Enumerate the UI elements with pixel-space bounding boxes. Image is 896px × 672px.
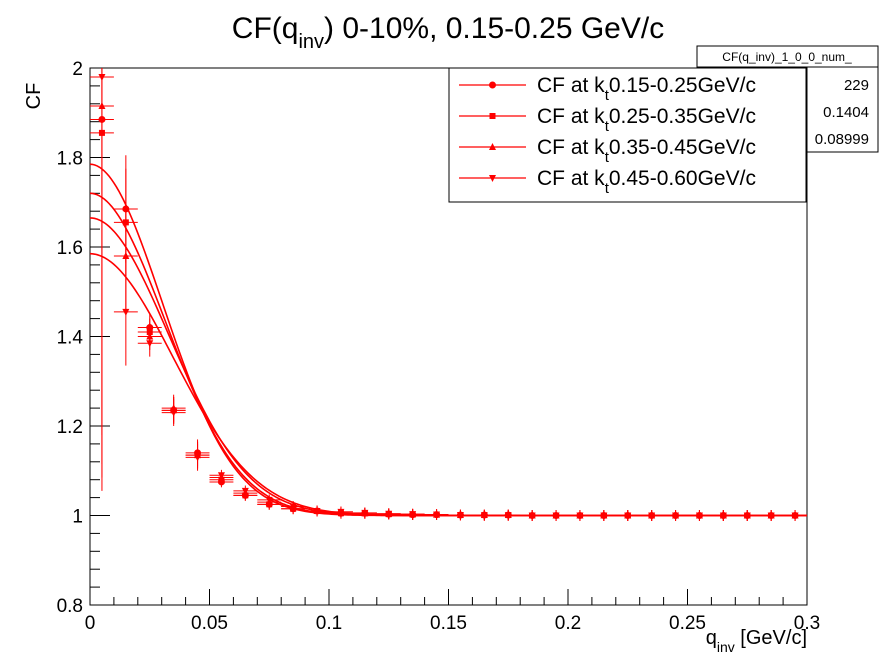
- data-point: [361, 509, 369, 517]
- data-point: [98, 73, 106, 81]
- data-point: [122, 308, 130, 316]
- y-axis: 0.8 1 1.2 1.4 1.6 1.8 2: [57, 59, 110, 617]
- chart-title-sub: inv: [298, 31, 324, 53]
- legend-label-sub: t: [605, 87, 610, 104]
- x-tick-label: 0.3: [794, 613, 820, 634]
- data-point: [576, 512, 584, 520]
- data-point: [719, 512, 727, 520]
- x-axis-title-main: q: [706, 627, 717, 649]
- stats-box-title: CF(q_inv)_1_0_0_num_: [722, 50, 852, 64]
- y-tick-label: 2: [72, 59, 83, 80]
- legend-entry-2: CF at kt0.25-0.35GeV/c: [459, 105, 756, 135]
- legend-label-range: 0.15-0.25GeV/c: [609, 74, 756, 97]
- x-tick-label: 0.25: [669, 613, 706, 634]
- data-point: [385, 510, 393, 518]
- x-axis: 0 0.05 0.1 0.15 0.2 0.25 0.3: [85, 589, 820, 634]
- data-point: [122, 251, 130, 259]
- data-point: [217, 472, 225, 480]
- x-axis-title-sub: inv: [717, 639, 735, 655]
- y-tick-label: 0.8: [57, 596, 83, 617]
- x-tick-label: 0.1: [316, 613, 342, 634]
- data-point: [313, 508, 321, 516]
- data-point: [552, 512, 560, 520]
- legend-marker: [489, 113, 496, 119]
- x-tick-label: 0: [85, 613, 96, 634]
- data-point: [289, 503, 297, 511]
- fit-curve-3: [89, 217, 807, 517]
- data-point: [600, 512, 608, 520]
- data-point: [504, 512, 512, 520]
- data-point: [337, 508, 345, 516]
- x-axis-title: qinv [GeV/c]: [706, 627, 807, 655]
- y-axis-title: CF: [23, 83, 45, 110]
- data-point: [624, 512, 632, 520]
- y-tick-label: 1.2: [57, 417, 83, 438]
- legend-frame: [448, 67, 807, 203]
- chart-title-rest: ) 0-10%, 0.15-0.25 GeV/c: [324, 12, 664, 45]
- legend-label-range: 0.25-0.35GeV/c: [609, 105, 756, 128]
- data-point: [480, 512, 488, 520]
- data-point: [409, 511, 417, 519]
- data-point: [767, 512, 775, 520]
- legend-label: CF at kt0.15-0.25GeV/c: [537, 74, 756, 104]
- chart-title-main: CF(q: [232, 12, 299, 45]
- y-tick-label: 1.6: [57, 238, 83, 259]
- data-point: [648, 512, 656, 520]
- legend-marker: [489, 175, 496, 182]
- data-point: [456, 512, 464, 520]
- legend-label-sub: t: [605, 149, 610, 166]
- y-tick-label: 1.4: [57, 328, 84, 349]
- fit-curve-4: [89, 252, 807, 517]
- x-axis-title-rest: [GeV/c]: [735, 627, 807, 649]
- y-tick-label: 1: [72, 507, 83, 528]
- legend-label: CF at kt0.45-0.60GeV/c: [537, 167, 756, 197]
- legend-label-main: CF at k: [537, 74, 605, 97]
- x-tick-label: 0.05: [191, 613, 228, 634]
- data-point: [241, 487, 249, 495]
- data-point: [194, 454, 202, 462]
- legend-label-sub: t: [605, 118, 610, 135]
- legend-entry-3: CF at kt0.35-0.45GeV/c: [459, 136, 756, 166]
- stats-entries-value: 229: [844, 77, 869, 94]
- legend-entry-1: CF at kt0.15-0.25GeV/c: [459, 74, 756, 104]
- data-point: [528, 512, 536, 520]
- data-point: [695, 512, 703, 520]
- data-point: [146, 340, 154, 348]
- series-4: [90, 68, 807, 521]
- legend-marker: [489, 143, 496, 150]
- x-tick-label: 0.15: [430, 613, 467, 634]
- legend-marker: [489, 81, 496, 89]
- chart-title: CF(qinv) 0-10%, 0.15-0.25 GeV/c: [232, 12, 664, 53]
- stats-mean-value: 0.1404: [823, 104, 869, 121]
- legend-label-main: CF at k: [537, 136, 605, 159]
- legend: CF at kt0.15-0.25GeV/cCF at kt0.25-0.35G…: [448, 67, 807, 203]
- legend-label-main: CF at k: [537, 105, 605, 128]
- legend-label: CF at kt0.35-0.45GeV/c: [537, 136, 756, 166]
- data-point: [170, 409, 178, 417]
- legend-label-sub: t: [605, 180, 610, 197]
- data-point: [743, 512, 751, 520]
- legend-label-main: CF at k: [537, 167, 605, 190]
- legend-label: CF at kt0.25-0.35GeV/c: [537, 105, 756, 135]
- data-point: [791, 512, 799, 520]
- data-point: [433, 511, 441, 519]
- stats-rms-value: 0.08999: [815, 131, 869, 148]
- data-point: [672, 512, 680, 520]
- y-tick-label: 1.8: [57, 149, 83, 170]
- legend-entry-4: CF at kt0.45-0.60GeV/c: [459, 167, 756, 197]
- data-points: [90, 68, 807, 521]
- legend-label-range: 0.45-0.60GeV/c: [609, 167, 756, 190]
- legend-label-range: 0.35-0.45GeV/c: [609, 136, 756, 159]
- x-tick-label: 0.2: [555, 613, 581, 634]
- data-point: [265, 496, 273, 504]
